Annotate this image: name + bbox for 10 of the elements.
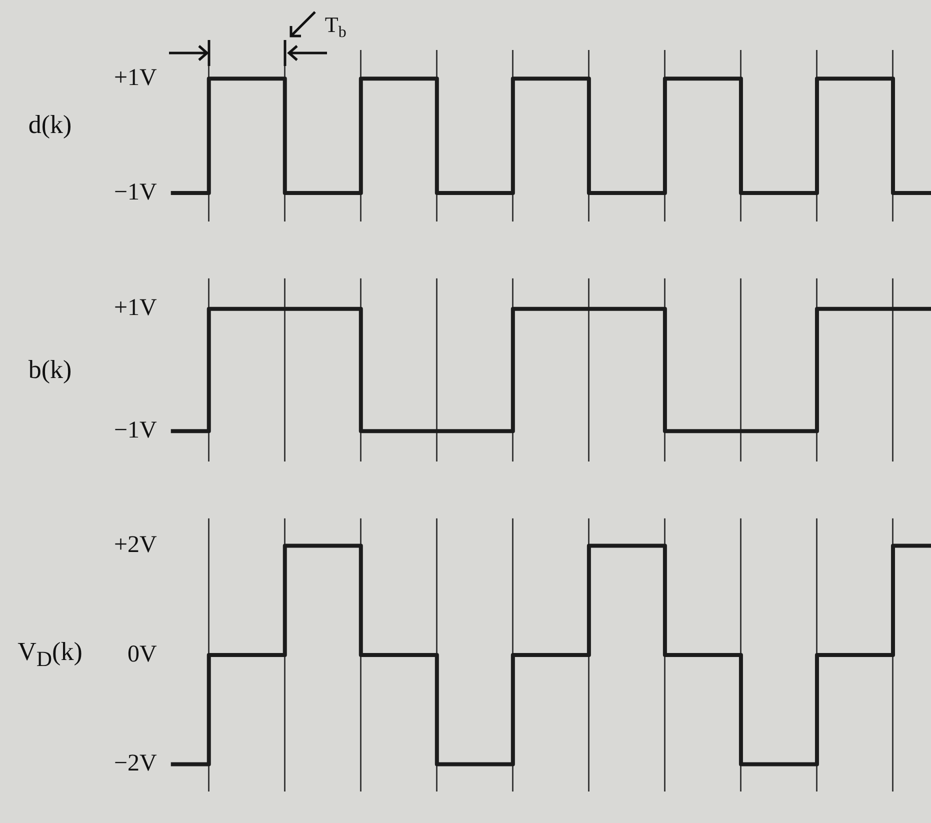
y-tick-label: −2V: [114, 750, 158, 777]
y-tick-label: +1V: [114, 295, 158, 322]
y-axis-title: b(k): [27, 355, 73, 385]
y-tick-label: +1V: [114, 64, 158, 91]
y-axis-title: d(k): [27, 110, 73, 140]
y-tick-label: −1V: [114, 417, 158, 444]
y-axis-title: V$_{D}$(k): [16, 637, 84, 673]
y-tick-label: +2V: [114, 532, 158, 558]
y-tick-label: −1V: [114, 179, 158, 206]
y-tick-label: 0V: [128, 641, 158, 668]
